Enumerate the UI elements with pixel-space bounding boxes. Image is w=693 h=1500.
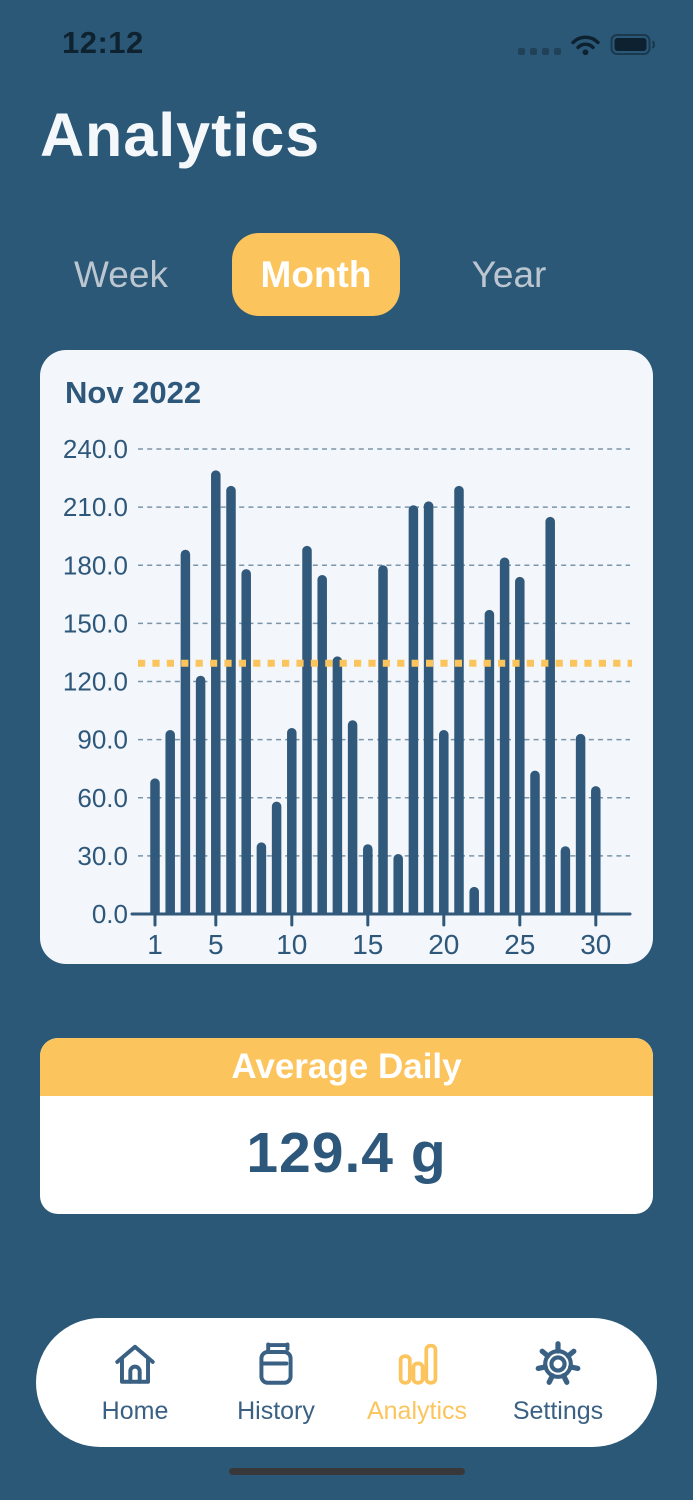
status-time: 12:12 (62, 25, 144, 60)
nav-item-settings[interactable]: Settings (503, 1339, 613, 1426)
svg-text:60.0: 60.0 (77, 783, 128, 813)
page-title: Analytics (40, 101, 321, 169)
svg-text:180.0: 180.0 (63, 550, 128, 580)
battery-icon (610, 33, 657, 61)
svg-text:1: 1 (147, 929, 163, 960)
average-daily-value: 129.4 g (246, 1121, 447, 1185)
svg-text:30.0: 30.0 (77, 841, 128, 871)
tab-week[interactable]: Week (74, 254, 168, 295)
svg-text:15: 15 (352, 929, 383, 960)
cellular-signal-icon (518, 40, 561, 55)
home-icon (109, 1339, 161, 1394)
nav-item-home[interactable]: Home (80, 1339, 190, 1426)
svg-text:210.0: 210.0 (63, 492, 128, 522)
svg-text:30: 30 (580, 929, 611, 960)
bottom-nav: Home History Ana (36, 1318, 657, 1447)
svg-text:25: 25 (504, 929, 535, 960)
chart-title: Nov 2022 (65, 375, 202, 410)
svg-text:20: 20 (428, 929, 459, 960)
analytics-bar-chart: 240.0 210.0 180.0 150.0 120.0 90.0 60.0 30.0 0.0… (63, 434, 632, 960)
tab-year[interactable]: Year (471, 254, 547, 295)
nav-item-label: Home (101, 1397, 169, 1425)
svg-text:5: 5 (208, 929, 224, 960)
nav-item-label: Analytics (366, 1397, 468, 1425)
home-indicator[interactable] (229, 1468, 465, 1475)
chart-card: Nov 2022 240.0 210.0 180.0 150.0 120.0 90.0 60… (40, 350, 653, 964)
wifi-icon (570, 33, 601, 61)
nav-item-label: History (237, 1397, 315, 1425)
average-daily-card: Average Daily 129.4 g (40, 1038, 653, 1214)
nav-item-analytics[interactable]: Analytics (362, 1339, 472, 1426)
svg-text:150.0: 150.0 (63, 608, 128, 638)
calendar-icon (250, 1339, 302, 1394)
tab-month[interactable]: Month (232, 233, 400, 316)
gear-icon (532, 1339, 584, 1394)
nav-item-label: Settings (512, 1397, 604, 1425)
svg-text:10: 10 (276, 929, 307, 960)
svg-text:240.0: 240.0 (63, 434, 128, 464)
status-icons (518, 33, 657, 61)
svg-text:90.0: 90.0 (77, 725, 128, 755)
svg-text:120.0: 120.0 (63, 667, 128, 697)
nav-item-history[interactable]: History (221, 1339, 331, 1426)
average-card-header: Average Daily (40, 1038, 653, 1096)
svg-text:0.0: 0.0 (92, 899, 128, 929)
bar-chart-icon (391, 1339, 443, 1394)
